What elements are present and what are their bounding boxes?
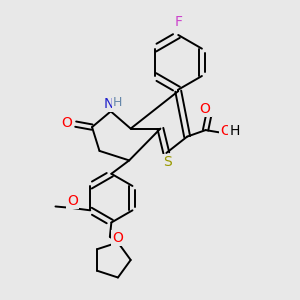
Text: O: O bbox=[67, 194, 78, 208]
Text: H: H bbox=[230, 124, 240, 138]
Text: O: O bbox=[220, 124, 231, 138]
Text: H: H bbox=[112, 96, 122, 109]
Text: O: O bbox=[61, 116, 72, 130]
Text: O: O bbox=[200, 102, 210, 116]
Text: F: F bbox=[174, 16, 182, 29]
Text: N: N bbox=[103, 97, 114, 111]
Text: O: O bbox=[112, 231, 123, 245]
Text: S: S bbox=[164, 155, 172, 169]
